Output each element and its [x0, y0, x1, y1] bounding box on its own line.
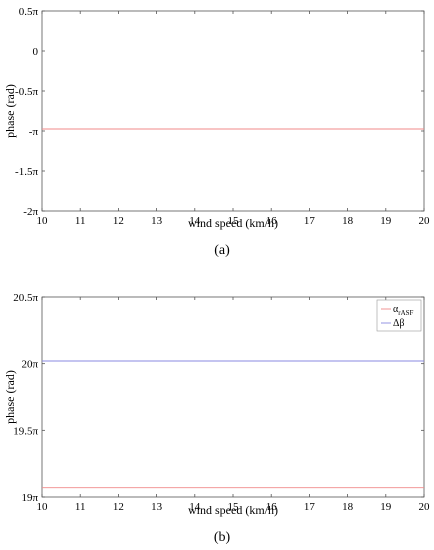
y-tick-label: -π: [29, 126, 39, 138]
x-tick-label: 16: [266, 215, 278, 227]
y-tick-label: 0: [33, 46, 39, 58]
x-tick-label: 14: [189, 501, 201, 513]
y-axis-label: phase (rad): [3, 84, 17, 138]
legend-entry-1: Δβ: [393, 318, 405, 329]
legend-entry-subscript: rASF: [398, 309, 413, 317]
x-tick-label: 19: [380, 501, 392, 513]
y-tick-label: 19.5π: [13, 425, 38, 437]
y-tick-label: 20.5π: [13, 292, 38, 304]
panel-caption: (b): [214, 530, 231, 545]
y-tick-label: 20π: [21, 359, 38, 371]
x-tick-label: 16: [266, 501, 278, 513]
x-tick-label: 14: [189, 215, 201, 227]
x-tick-label: 13: [151, 215, 163, 227]
x-tick-label: 20: [419, 215, 431, 227]
x-tick-label: 10: [37, 501, 49, 513]
x-tick-label: 15: [228, 215, 240, 227]
x-tick-label: 11: [75, 215, 86, 227]
x-tick-label: 12: [113, 501, 124, 513]
plot-frame: [41, 296, 425, 498]
y-tick-label: 0.5π: [19, 6, 39, 18]
x-tick-label: 19: [380, 215, 392, 227]
x-tick-label: 12: [113, 215, 124, 227]
x-tick-label: 18: [342, 501, 354, 513]
y-tick-label: -0.5π: [15, 86, 38, 98]
plot-frame: [41, 10, 425, 212]
chart-panel-a: 10 11 12 13 14 15 16 17 18 19 20 0.5π 0 -0.5π -π -1.5π -…: [3, 6, 430, 258]
legend-entry-main: α: [393, 304, 399, 315]
y-tick-label: -2π: [23, 206, 38, 218]
y-axis-label: phase (rad): [3, 370, 17, 424]
x-tick-label: 11: [75, 501, 86, 513]
x-axis-label: wind speed (km/h): [188, 216, 278, 230]
x-tick-label: 15: [228, 501, 240, 513]
x-tick-label: 18: [342, 215, 354, 227]
chart-panel-b: 10 11 12 13 14 15 16 17 18 19 20 20.5π 20π 19.5π 19π wi…: [3, 292, 430, 545]
x-tick-label: 17: [304, 215, 316, 227]
y-tick-label: 19π: [21, 492, 38, 504]
legend-entry-main: Δβ: [393, 318, 405, 329]
y-tick-label: -1.5π: [15, 166, 38, 178]
panel-caption: (a): [214, 243, 230, 258]
x-axis-label: wind speed (km/h): [188, 503, 278, 517]
x-tick-label: 13: [151, 501, 163, 513]
legend-entry-0: αrASF: [393, 304, 414, 317]
x-tick-label: 17: [304, 501, 316, 513]
x-tick-label: 10: [37, 215, 49, 227]
legend-box: [376, 299, 422, 332]
x-tick-label: 20: [419, 501, 431, 513]
